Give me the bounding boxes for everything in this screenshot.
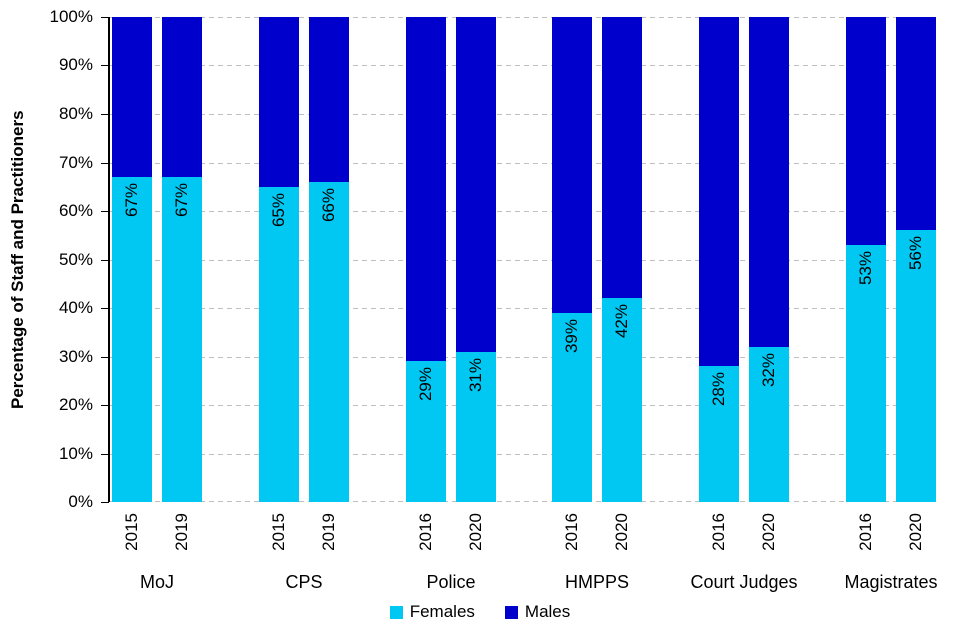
bar-segment-males [602, 17, 642, 299]
x-tick-year-label: 2016 [562, 513, 581, 551]
x-group-label: HMPPS [564, 572, 629, 592]
gridline-100 [110, 17, 938, 18]
gridline-30 [110, 357, 938, 358]
y-axis-tick [101, 454, 109, 455]
bar-segment-females: 56% [896, 230, 936, 502]
y-tick-label: 30% [58, 347, 93, 366]
y-axis-tick [101, 260, 109, 261]
bar-segment-males [112, 17, 152, 178]
bar-value-label: 67% [122, 183, 141, 218]
x-axis-year-labels: 2015 2019 2015 2019 2016 2020 2016 2020 2016 2020… [110, 502, 938, 570]
bar-value-label: 66% [319, 187, 338, 222]
gridline-40 [110, 308, 938, 309]
bar-segment-males [406, 17, 446, 362]
bar-segment-males [846, 17, 886, 245]
y-tick-label: 90% [58, 55, 93, 74]
bar-segment-males [456, 17, 496, 352]
y-tick-label: 0% [68, 492, 93, 511]
bar-segment-females: 28% [699, 366, 739, 502]
bar-segment-males [896, 17, 936, 231]
y-tick-label: 100% [49, 7, 93, 26]
bar-segment-females: 42% [602, 298, 642, 502]
bar-segment-females: 39% [552, 312, 592, 502]
x-tick-year-label: 2016 [856, 513, 875, 551]
y-axis-tick [101, 502, 109, 503]
x-tick-year-label: 2015 [269, 513, 288, 551]
bar-segment-males [309, 17, 349, 182]
bar-value-label: 56% [906, 236, 925, 271]
bar-segment-males [162, 17, 202, 178]
x-group-label: CPS [285, 572, 323, 592]
bar-segment-females: 66% [309, 181, 349, 502]
bar-value-label: 32% [759, 352, 778, 387]
x-tick-year-label: 2016 [416, 513, 435, 551]
x-tick-year-label: 2019 [172, 513, 191, 551]
x-group-label: Police [426, 572, 476, 592]
bar-segment-females: 67% [112, 177, 152, 502]
x-tick-year-label: 2020 [466, 513, 485, 551]
bar-value-label: 65% [269, 192, 288, 227]
bar-value-label: 67% [172, 183, 191, 218]
x-tick-year-label: 2016 [709, 513, 728, 551]
legend-label: Females [409, 602, 475, 621]
y-tick-label: 60% [58, 201, 93, 220]
bar-segment-females: 53% [846, 244, 886, 502]
bar-segment-females: 67% [162, 177, 202, 502]
y-tick-label: 70% [58, 153, 93, 172]
y-tick-label: 20% [58, 395, 93, 414]
gridline-60 [110, 211, 938, 212]
bar-segment-males [259, 17, 299, 187]
bar-value-label: 28% [709, 372, 728, 407]
y-axis-tick [101, 308, 109, 309]
y-axis-tick [101, 17, 109, 18]
gridline-10 [110, 454, 938, 455]
legend-label: Males [524, 602, 571, 621]
x-group-label: Court Judges [690, 572, 798, 592]
bar-value-label: 31% [466, 357, 485, 392]
plot-area: 67% 67% 65% 66% 29% 31% 39% 42% 28% 32% 53% 56% [108, 17, 938, 502]
y-tick-label: 40% [58, 298, 93, 317]
x-tick-year-label: 2020 [906, 513, 925, 551]
legend-item-males: Males [504, 602, 571, 622]
bar-value-label: 39% [562, 318, 581, 353]
x-tick-year-label: 2015 [122, 513, 141, 551]
bar-value-label: 29% [416, 367, 435, 402]
y-axis-tick [101, 357, 109, 358]
bar-value-label: 53% [856, 250, 875, 285]
x-tick-year-label: 2020 [612, 513, 631, 551]
gridline-70 [110, 163, 938, 164]
y-tick-label: 50% [58, 250, 93, 269]
gridline-50 [110, 260, 938, 261]
x-tick-year-label: 2019 [319, 513, 338, 551]
y-axis-tick [101, 114, 109, 115]
bar-segment-females: 29% [406, 361, 446, 502]
bar-segment-males [552, 17, 592, 313]
legend-marker-females-icon [389, 605, 403, 619]
legend-marker-males-icon [504, 605, 518, 619]
gridline-20 [110, 405, 938, 406]
y-tick-label: 10% [58, 444, 93, 463]
x-group-label: Magistrates [844, 572, 938, 592]
y-axis-tick [101, 163, 109, 164]
gridline-80 [110, 114, 938, 115]
gridline-90 [110, 65, 938, 66]
y-axis-tick [101, 211, 109, 212]
y-axis-tick [101, 405, 109, 406]
bar-segment-males [749, 17, 789, 347]
x-axis-group-labels: MoJ CPS Police HMPPS Court Judges Magistrates [110, 572, 938, 596]
x-group-label: MoJ [139, 572, 174, 592]
bar-value-label: 42% [612, 304, 631, 339]
bar-segment-females: 65% [259, 186, 299, 502]
legend-item-females: Females [389, 602, 475, 622]
x-tick-year-label: 2020 [759, 513, 778, 551]
y-tick-label: 80% [58, 104, 93, 123]
chart-legend: Females Males [0, 602, 960, 622]
bar-segment-females: 31% [456, 351, 496, 502]
y-axis-tick [101, 65, 109, 66]
gridline-0 [110, 501, 938, 502]
bar-segment-females: 32% [749, 346, 789, 502]
bar-segment-males [699, 17, 739, 367]
